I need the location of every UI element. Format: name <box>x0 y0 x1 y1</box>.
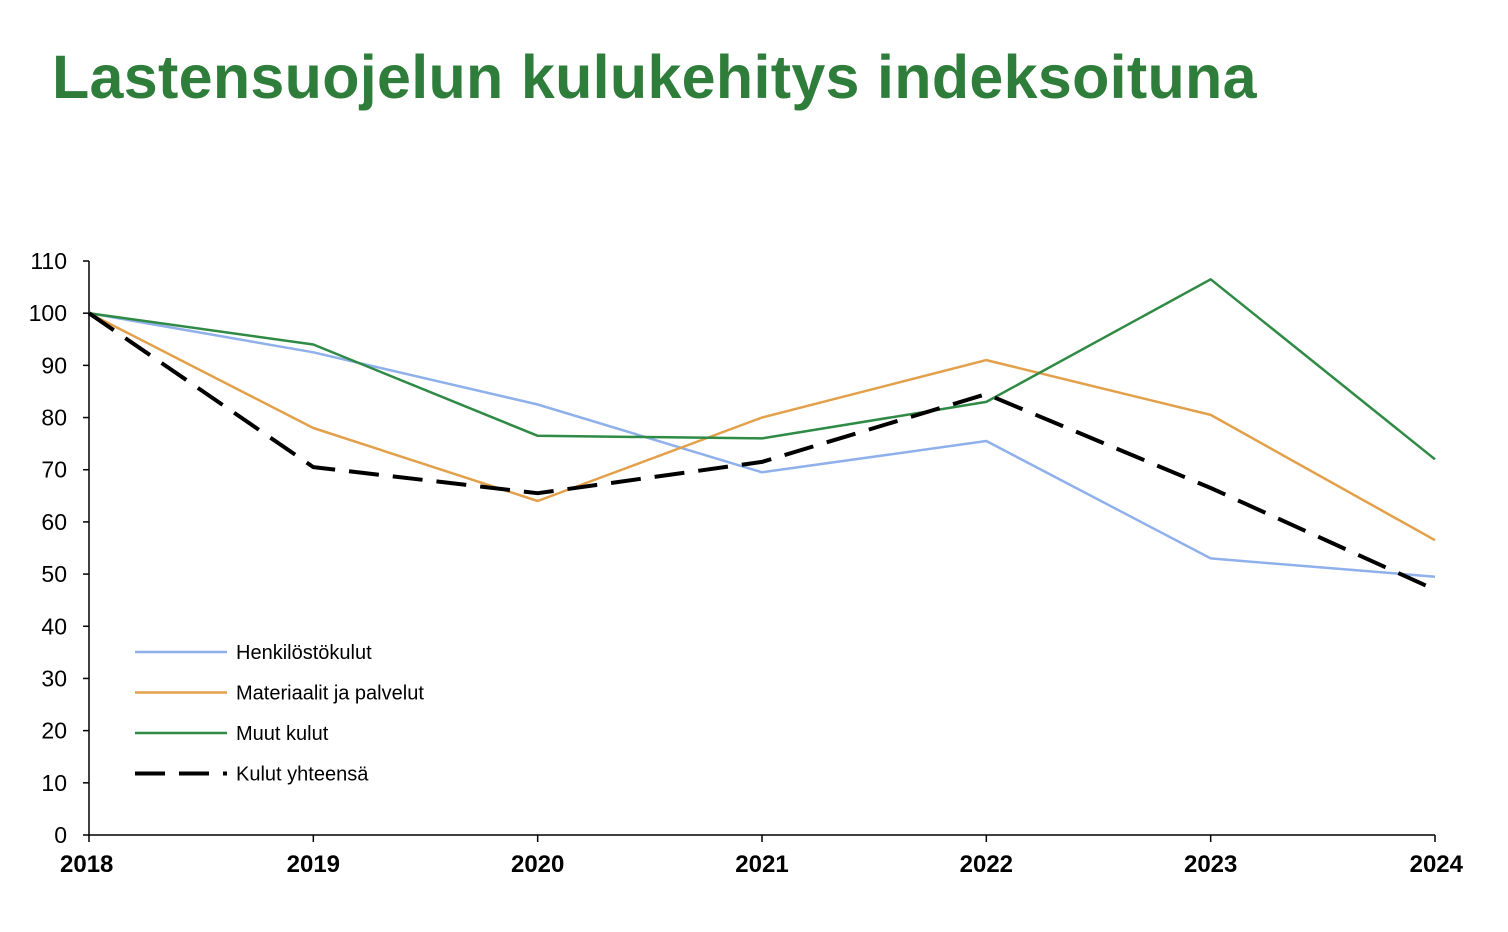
y-tick-label: 50 <box>41 561 67 587</box>
x-tick-label: 2023 <box>1184 851 1237 878</box>
series-line-1 <box>88 312 1436 542</box>
legend-label: Kulut yhteensä <box>236 764 369 786</box>
y-axis: 0 10 20 30 40 50 60 70 80 90 100 110 <box>29 248 90 848</box>
y-tick-label: 40 <box>41 613 67 639</box>
y-tick-label: 30 <box>41 665 67 691</box>
series-lines <box>87 278 1436 592</box>
legend: Henkilöstökulut Materiaalit ja palvelut Mu… <box>135 642 424 786</box>
y-tick-label: 100 <box>29 300 67 326</box>
x-tick-label: 2020 <box>511 851 564 878</box>
y-tick-label: 70 <box>41 457 67 483</box>
x-tick-label: 2018 <box>60 851 113 878</box>
legend-label: Materiaalit ja palvelut <box>236 683 424 705</box>
x-axis: 2018 2019 2020 2021 2022 2023 2024 <box>60 834 1464 878</box>
x-tick-label: 2019 <box>287 851 340 878</box>
y-tick-label: 80 <box>41 405 67 431</box>
y-tick-label: 0 <box>54 822 67 848</box>
y-tick-label: 110 <box>30 248 67 274</box>
series-line-2 <box>88 278 1436 461</box>
x-tick-label: 2021 <box>735 851 788 878</box>
series-line-0 <box>88 311 1436 578</box>
y-tick-label: 60 <box>41 509 67 535</box>
series-line-3 <box>87 311 1436 592</box>
x-tick-label: 2022 <box>960 851 1013 878</box>
y-tick-label: 90 <box>41 352 67 378</box>
legend-label: Henkilöstökulut <box>236 642 372 664</box>
x-tick-label: 2024 <box>1410 851 1464 878</box>
page-title: Lastensuojelun kulukehitys indeksoituna <box>52 43 1257 111</box>
y-tick-label: 10 <box>41 770 67 796</box>
legend-label: Muut kulut <box>236 723 329 745</box>
y-tick-label: 20 <box>41 718 67 744</box>
